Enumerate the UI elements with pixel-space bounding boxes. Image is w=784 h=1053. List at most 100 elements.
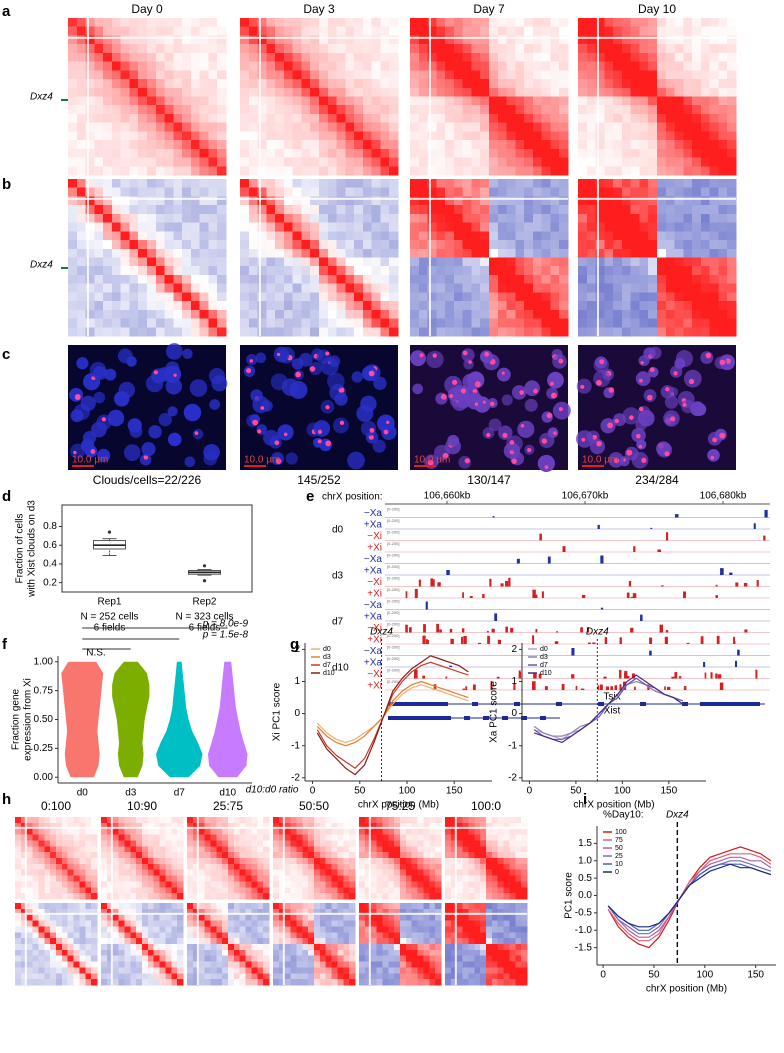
heatmap-cell (283, 44, 294, 54)
heatmap-cell (613, 140, 623, 150)
heatmap-cell (182, 274, 192, 285)
heatmap-cell (85, 157, 95, 167)
heatmap-cell (674, 266, 684, 276)
xist-cloud (490, 401, 495, 407)
track-signal (538, 673, 542, 679)
heatmap-cell (613, 35, 623, 45)
heatmap-cell (124, 932, 131, 939)
heatmap-cell (190, 205, 201, 215)
heatmap-cell (111, 213, 122, 224)
track-signal (604, 637, 608, 644)
track-range: [0-200] (387, 633, 399, 638)
heatmap-cell (94, 35, 104, 45)
heatmap-cell (436, 148, 446, 158)
nucleus (255, 352, 267, 364)
heatmap-cell (370, 834, 377, 841)
heatmap-cell (471, 274, 481, 285)
heatmap-cell (182, 157, 192, 167)
heatmap-cell (604, 309, 614, 319)
xist-cloud (276, 352, 281, 357)
heatmap-cell (15, 875, 22, 882)
heatmap-cell (683, 222, 693, 232)
heatmap-cell (445, 292, 455, 302)
heatmap-cell (345, 266, 355, 276)
heatmap-cell (290, 955, 297, 962)
heatmap-cell (665, 35, 675, 45)
heatmap-cell (111, 61, 122, 71)
heatmap-cell (453, 257, 464, 267)
heatmap-cell (292, 35, 302, 45)
heatmap-cell (308, 967, 315, 974)
heatmap-cell (453, 79, 464, 89)
heatmap-cell (327, 205, 337, 215)
track-signal (666, 532, 669, 541)
nucleus (635, 371, 651, 387)
heatmap-cell (639, 148, 649, 158)
heatmap-cell (524, 309, 534, 319)
heatmap-stripe (596, 179, 599, 336)
heatmap-cell (327, 274, 337, 285)
heatmap-cell (630, 18, 640, 28)
heatmap-cell (343, 903, 350, 910)
heatmap-cell (15, 869, 22, 876)
heatmap-cell (389, 122, 399, 132)
heatmap-cell (418, 213, 428, 224)
xist-cloud (670, 416, 676, 422)
heatmap-cell (327, 140, 337, 150)
heatmap-cell (147, 274, 157, 285)
heatmap-cell (718, 213, 728, 224)
heatmap-cell (233, 938, 241, 945)
heatmap-cell (233, 955, 241, 962)
heatmap-cell (727, 205, 737, 215)
heatmap-cell (524, 213, 534, 224)
heatmap-cell (515, 26, 525, 36)
heatmap-cell (217, 240, 227, 250)
heatmap-cell (418, 70, 428, 80)
heatmap-cell (718, 131, 728, 141)
heatmap-cell (604, 122, 614, 132)
heatmap-cell (532, 248, 543, 258)
heatmap-cell (159, 903, 166, 910)
heatmap-cell (159, 840, 166, 847)
heatmap-cell (216, 887, 223, 894)
heatmap-cell (164, 318, 174, 328)
heatmap-cell (362, 122, 373, 132)
heatmap-cell (248, 96, 258, 106)
heatmap-cell (489, 196, 499, 206)
heatmap-cell (240, 87, 250, 97)
heatmap-cell (336, 148, 346, 158)
heatmap-cell (155, 18, 165, 28)
heatmap-cell (240, 157, 250, 167)
heatmap-cell (112, 822, 119, 830)
heatmap-cell (337, 834, 344, 841)
heatmap-cell (284, 920, 291, 927)
heatmap-cell (709, 283, 719, 293)
nucleus (107, 409, 125, 427)
heatmap-cell (630, 35, 640, 45)
heatmap-cell (56, 903, 63, 910)
heatmap-cell (278, 979, 286, 986)
heatmap-cell (319, 863, 327, 871)
heatmap-cell (427, 35, 437, 45)
heatmap-cell (44, 967, 51, 974)
heatmap-cell (153, 949, 160, 957)
xist-cloud (549, 381, 554, 386)
heatmap-cell (532, 231, 543, 241)
heatmap-cell (389, 266, 399, 276)
heatmap-cell (257, 205, 267, 215)
heatmap-cell (436, 222, 446, 232)
heatmap-cell (159, 949, 166, 957)
heatmap-cell (613, 292, 623, 302)
heatmap-cell (138, 292, 148, 302)
heatmap-cell (103, 35, 113, 45)
heatmap-cell (462, 131, 472, 141)
heatmap-cell (471, 231, 481, 241)
heatmap-cell (147, 926, 155, 933)
heatmap-cell (204, 926, 211, 933)
heatmap-cell (310, 257, 320, 267)
heatmap-cell (354, 213, 364, 224)
heatmap-cell (362, 179, 373, 189)
heatmap-cell (700, 266, 711, 276)
heatmap-cell (308, 834, 315, 841)
heatmap-cell (155, 157, 165, 167)
